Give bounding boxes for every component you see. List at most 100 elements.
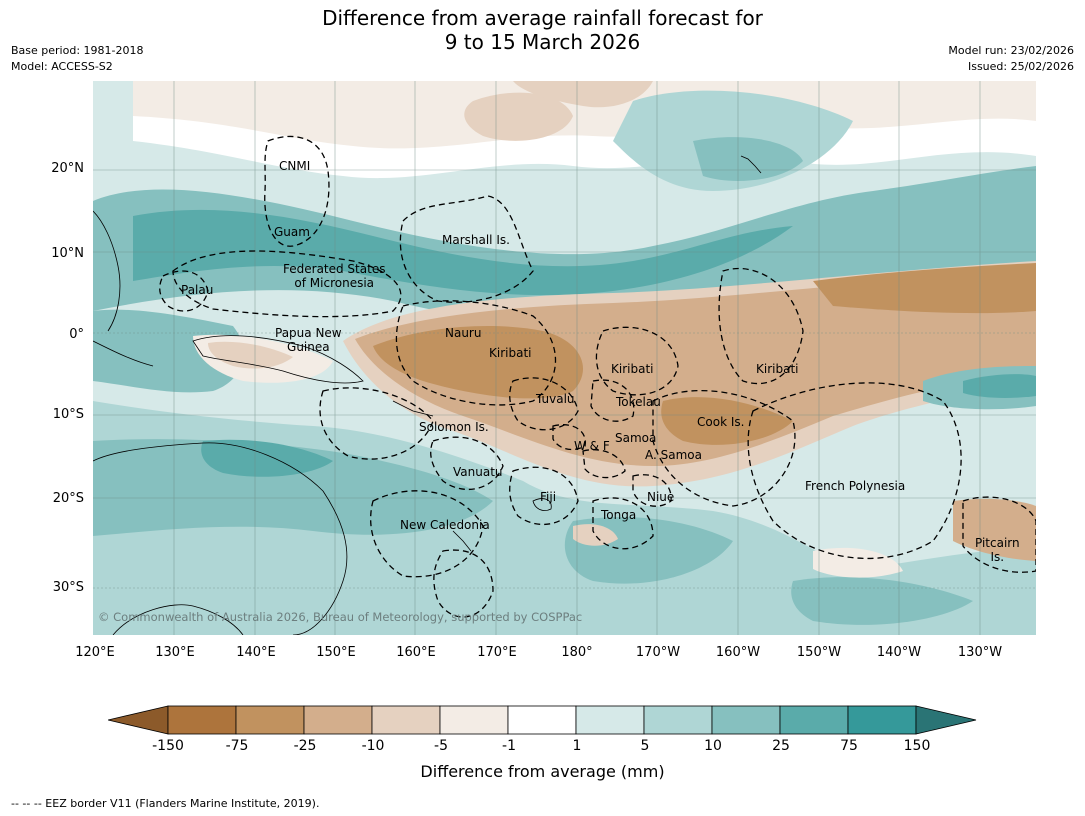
colorbar-tick: -150 <box>152 738 184 754</box>
map-canvas <box>93 81 1036 635</box>
label-pitcairn-line1: Pitcairn <box>975 536 1020 550</box>
lon-label-160e: 160°E <box>396 645 436 660</box>
wet-coral-core <box>201 439 333 477</box>
label-american-samoa: A. Samoa <box>645 448 702 462</box>
label-pitcairn-line2: Is. <box>990 550 1005 564</box>
colorbar-tick: 10 <box>704 738 722 754</box>
dry-north-light <box>133 81 1036 149</box>
eez-marshall <box>399 195 534 303</box>
eez-french-polynesia <box>747 382 962 559</box>
solomon-coast <box>392 400 434 417</box>
label-kiribati-west: Kiribati <box>489 346 532 360</box>
eez-samoa <box>582 449 626 479</box>
label-kiribati-central: Kiribati <box>611 362 654 376</box>
colorbar-segment <box>779 705 849 735</box>
colorbar-segment <box>235 705 305 735</box>
label-samoa: Samoa <box>615 431 657 445</box>
fiji-coast <box>532 498 552 511</box>
label-marshall-islands: Marshall Is. <box>442 233 510 247</box>
colorbar-tick: -10 <box>361 738 385 754</box>
colorbar-segment <box>711 705 781 735</box>
dry-fiji-patch <box>573 524 618 546</box>
label-fsm: Federated States of Micronesia <box>283 262 385 290</box>
colorbar <box>108 705 977 735</box>
philippines-coast <box>93 210 121 332</box>
label-tokelau: Tokelau <box>616 395 661 409</box>
colorbar-label: Difference from average (mm) <box>420 762 665 781</box>
eez-tokelau <box>590 379 635 422</box>
label-nauru: Nauru <box>445 326 482 340</box>
colorbar-extend-high <box>915 705 977 735</box>
label-new-caledonia: New Caledonia <box>400 518 490 532</box>
lon-label-160w: 160°W <box>715 645 761 660</box>
eez-pitcairn <box>962 496 1036 573</box>
model-info: Base period: 1981-2018 Model: ACCESS-S2 <box>11 43 143 75</box>
new-caledonia-coast <box>452 530 472 552</box>
issued-date: Issued: 25/02/2026 <box>967 60 1074 73</box>
label-guam: Guam <box>274 225 310 239</box>
eez-solomon <box>319 387 434 460</box>
hawaii-coast <box>740 155 762 174</box>
new-guinea-coast <box>192 335 364 384</box>
label-niue: Niue <box>647 490 675 504</box>
lon-label-170w: 170°W <box>635 645 681 660</box>
wet-core-north <box>133 209 793 296</box>
lon-label-170e: 170°E <box>477 645 517 660</box>
colorbar-segment <box>847 705 917 735</box>
dry-equatorial-core <box>373 326 583 399</box>
colorbar-tick: 5 <box>640 738 650 754</box>
colorbar-segment <box>507 705 577 735</box>
lat-label-20n: 20°N <box>51 161 84 176</box>
coastlines <box>93 155 762 635</box>
colorbar-tick: -75 <box>225 738 249 754</box>
copyright-notice: © Commonwealth of Australia 2026, Bureau… <box>98 610 583 624</box>
lat-label-30s: 30°S <box>52 580 84 595</box>
australia-coast <box>93 442 348 635</box>
lon-label-150w: 150°W <box>796 645 842 660</box>
eez-kiribati-east <box>718 267 804 385</box>
label-png: Papua New Guinea <box>275 326 342 354</box>
dry-png-core <box>208 341 293 369</box>
label-png-line2: Guinea <box>287 340 330 354</box>
dry-north-patch <box>464 92 573 141</box>
lon-label-150e: 150°E <box>316 645 356 660</box>
lat-label-10s: 10°S <box>52 407 84 422</box>
label-kiribati-east: Kiribati <box>756 362 799 376</box>
colorbar-segments <box>108 705 977 735</box>
label-tuvalu: Tuvalu <box>536 392 575 406</box>
eez-norfolk <box>433 549 494 618</box>
label-french-polynesia: French Polynesia <box>805 479 906 493</box>
colorbar-segment <box>167 705 237 735</box>
wet-coral-sea <box>93 439 493 536</box>
lon-label-120e: 120°E <box>75 645 115 660</box>
run-info: Model run: 23/02/2026 Issued: 25/02/2026 <box>948 43 1074 75</box>
eez-cnmi <box>264 135 330 247</box>
eez-footnote: -- -- -- EEZ border V11 (Flanders Marine… <box>11 797 320 810</box>
model-run-date: Model run: 23/02/2026 <box>948 44 1074 57</box>
eez-palau <box>159 270 209 312</box>
colorbar-tick: -5 <box>434 738 448 754</box>
lon-label-130e: 130°E <box>155 645 195 660</box>
base-period: Base period: 1981-2018 <box>11 44 144 57</box>
lat-label-equator: 0° <box>69 327 84 342</box>
colorbar-segment <box>371 705 441 735</box>
lon-label-140e: 140°E <box>236 645 276 660</box>
dry-cook-core <box>661 397 793 445</box>
colorbar-extend-low <box>108 705 169 735</box>
colorbar-tick: 1 <box>572 738 582 754</box>
rainfall-anomaly-map <box>93 81 1036 635</box>
graticule <box>93 81 1036 635</box>
dry-south-patch <box>813 547 903 578</box>
eez-vanuatu <box>430 436 504 491</box>
indonesia-coast <box>93 340 154 367</box>
label-png-line1: Papua New <box>275 326 342 340</box>
label-cnmi: CNMI <box>279 159 311 173</box>
colorbar-tick: 75 <box>840 738 858 754</box>
wet-east-core <box>963 374 1036 398</box>
label-fiji: Fiji <box>540 490 557 504</box>
eez-niue <box>632 474 672 507</box>
eez-kiribati-west <box>395 300 556 406</box>
eez-cook <box>652 390 796 507</box>
australia-south-coast <box>112 604 244 635</box>
dry-north-patch-2 <box>513 81 653 108</box>
